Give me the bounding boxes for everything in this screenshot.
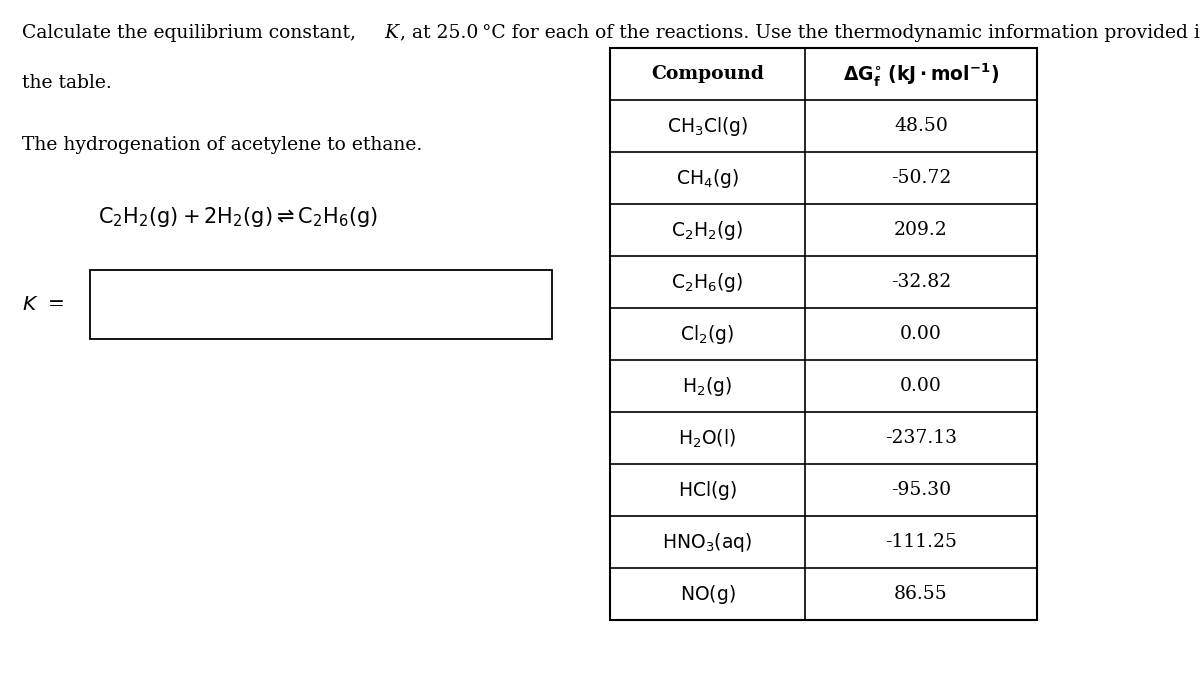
Text: -95.30: -95.30: [890, 482, 952, 500]
Text: $K$: $K$: [22, 295, 38, 314]
Text: Compound: Compound: [650, 65, 764, 83]
Text: $\mathrm{HNO_3(aq)}$: $\mathrm{HNO_3(aq)}$: [662, 531, 752, 554]
Text: 0.00: 0.00: [900, 378, 942, 395]
Text: , at 25.0 °C for each of the reactions. Use the thermodynamic information provid: , at 25.0 °C for each of the reactions. …: [400, 24, 1200, 42]
Text: 86.55: 86.55: [894, 586, 948, 604]
Text: 48.50: 48.50: [894, 117, 948, 135]
Text: The hydrogenation of acetylene to ethane.: The hydrogenation of acetylene to ethane…: [22, 136, 422, 154]
Text: 209.2: 209.2: [894, 221, 948, 239]
FancyBboxPatch shape: [610, 48, 1037, 620]
Text: -50.72: -50.72: [890, 169, 952, 187]
Text: $\mathbf{\Delta} \mathbf{G}_\mathbf{f}^\mathbf{\circ}\ \mathbf{(kJ \cdot mol^{-1: $\mathbf{\Delta} \mathbf{G}_\mathbf{f}^\…: [842, 61, 1000, 88]
Text: $\mathrm{C_2H_2(g)}$: $\mathrm{C_2H_2(g)}$: [671, 219, 744, 242]
Text: =: =: [48, 295, 65, 314]
Text: $\mathrm{C_2H_6(g)}$: $\mathrm{C_2H_6(g)}$: [671, 271, 744, 294]
Text: $\mathrm{H_2O(l)}$: $\mathrm{H_2O(l)}$: [678, 427, 737, 449]
Text: $\mathrm{C_2H_2(g) + 2H_2(g) \rightleftharpoons C_2H_6(g)}$: $\mathrm{C_2H_2(g) + 2H_2(g) \rightlefth…: [98, 205, 378, 229]
Text: -237.13: -237.13: [886, 429, 958, 447]
Text: $\mathrm{NO(g)}$: $\mathrm{NO(g)}$: [679, 583, 736, 606]
Text: $\mathrm{Cl_2(g)}$: $\mathrm{Cl_2(g)}$: [680, 323, 734, 346]
Text: Calculate the equilibrium constant,: Calculate the equilibrium constant,: [22, 24, 365, 42]
Text: $\mathrm{HCl(g)}$: $\mathrm{HCl(g)}$: [678, 479, 737, 502]
Text: 0.00: 0.00: [900, 325, 942, 343]
Text: $\mathrm{CH_4(g)}$: $\mathrm{CH_4(g)}$: [676, 167, 739, 189]
Text: the table.: the table.: [22, 74, 112, 92]
Text: $\mathrm{CH_3Cl(g)}$: $\mathrm{CH_3Cl(g)}$: [667, 115, 748, 138]
Text: -32.82: -32.82: [890, 274, 952, 291]
Text: -111.25: -111.25: [886, 533, 958, 551]
Text: K: K: [384, 24, 398, 42]
Text: $\mathrm{H_2(g)}$: $\mathrm{H_2(g)}$: [683, 375, 732, 398]
FancyBboxPatch shape: [90, 270, 552, 339]
